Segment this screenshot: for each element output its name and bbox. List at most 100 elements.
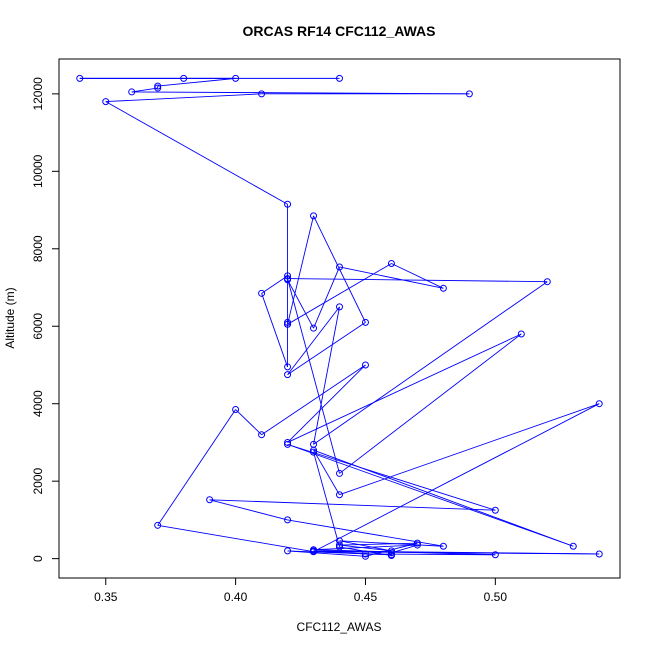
series-line-segment <box>157 409 236 526</box>
data-point <box>284 516 292 524</box>
x-tick-label: 0.35 <box>94 590 118 604</box>
series-line-segment <box>261 293 288 368</box>
series-line-segment <box>287 278 340 474</box>
series-line-segment <box>313 215 366 323</box>
series-line-segment <box>313 549 496 556</box>
series-line-segment <box>339 540 392 552</box>
x-tick-label: 0.40 <box>224 590 248 604</box>
x-axis-label: CFC112_AWAS <box>297 620 382 634</box>
y-tick-label: 4000 <box>31 390 45 417</box>
x-tick-label: 0.45 <box>354 590 378 604</box>
series-line-segment <box>313 550 366 555</box>
data-point <box>387 547 395 555</box>
y-axis-label: Altitude (m) <box>3 287 17 348</box>
data-point <box>491 551 499 559</box>
data-point <box>361 318 369 326</box>
data-point <box>258 431 266 439</box>
data-point <box>206 496 214 504</box>
series-line-segment <box>313 266 340 329</box>
data-point <box>232 74 240 82</box>
series-line-segment <box>339 333 522 474</box>
series-line-segment <box>287 263 392 325</box>
data-point <box>361 361 369 369</box>
y-tick-label: 10000 <box>31 154 45 188</box>
series-lines <box>79 77 600 557</box>
series-line-segment <box>313 544 418 551</box>
series-line-segment <box>261 275 288 294</box>
series-line-segment <box>313 452 340 548</box>
data-point <box>180 74 188 82</box>
data-point <box>569 542 577 550</box>
data-point <box>336 541 343 549</box>
data-point <box>413 541 421 549</box>
series-line-segment <box>157 524 314 553</box>
data-point <box>517 330 525 338</box>
data-point <box>258 289 266 297</box>
data-point <box>284 318 292 326</box>
data-point <box>439 284 447 292</box>
data-point <box>232 406 240 414</box>
y-tick-label: 6000 <box>31 313 45 340</box>
data-point <box>284 440 292 448</box>
data-point <box>491 506 499 514</box>
data-point <box>387 549 395 557</box>
y-tick-label: 0 <box>31 555 45 562</box>
series-line-segment <box>339 544 392 552</box>
series-line-segment <box>339 403 600 496</box>
data-point <box>310 324 318 332</box>
series-line-segment <box>391 544 418 554</box>
x-tick-label: 0.50 <box>484 590 508 604</box>
y-tick-label: 8000 <box>31 235 45 262</box>
series-line-segment <box>261 364 366 436</box>
series-line-segment <box>287 364 366 443</box>
series-line-segment <box>157 77 236 87</box>
series-line-segment <box>287 279 314 329</box>
series-line-segment <box>287 321 366 376</box>
data-point <box>336 263 343 271</box>
data-point <box>76 74 84 82</box>
y-axis: 0 2000 4000 6000 8000 10000 12000 <box>31 77 60 562</box>
data-point <box>465 90 473 98</box>
data-point <box>154 521 162 529</box>
series-line-segment <box>365 553 496 556</box>
data-point <box>336 543 343 551</box>
x-axis: 0.35 0.40 0.45 0.50 <box>94 577 508 604</box>
data-point <box>258 90 266 98</box>
series-line-segment <box>105 93 262 103</box>
data-point <box>387 260 395 268</box>
series-line-segment <box>313 449 340 495</box>
series-line-segment <box>235 409 262 436</box>
data-point <box>595 400 603 408</box>
data-point <box>595 550 603 558</box>
data-point <box>284 272 292 280</box>
data-point <box>284 438 292 446</box>
data-point <box>284 547 292 555</box>
data-point <box>284 200 292 208</box>
series-line-segment <box>391 263 444 289</box>
data-point <box>284 275 292 283</box>
data-point <box>102 98 110 106</box>
series-line-segment <box>287 333 522 443</box>
data-point <box>439 542 447 550</box>
data-point <box>284 371 292 379</box>
data-point <box>310 448 318 456</box>
series-line-segment <box>313 403 600 553</box>
series-points <box>76 74 603 560</box>
series-line-segment <box>339 542 418 546</box>
series-line-segment <box>209 499 496 511</box>
data-point <box>413 539 421 547</box>
data-point <box>361 552 369 560</box>
series-line-segment <box>287 306 340 375</box>
series-line-segment <box>313 281 548 445</box>
data-point <box>310 546 318 554</box>
data-point <box>284 320 292 328</box>
series-line-segment <box>209 499 288 521</box>
data-point <box>336 469 343 477</box>
data-point <box>154 84 162 92</box>
data-point <box>336 74 343 82</box>
series-line-segment <box>287 278 548 283</box>
y-tick-label: 12000 <box>31 77 45 111</box>
series-line-segment <box>105 101 288 205</box>
